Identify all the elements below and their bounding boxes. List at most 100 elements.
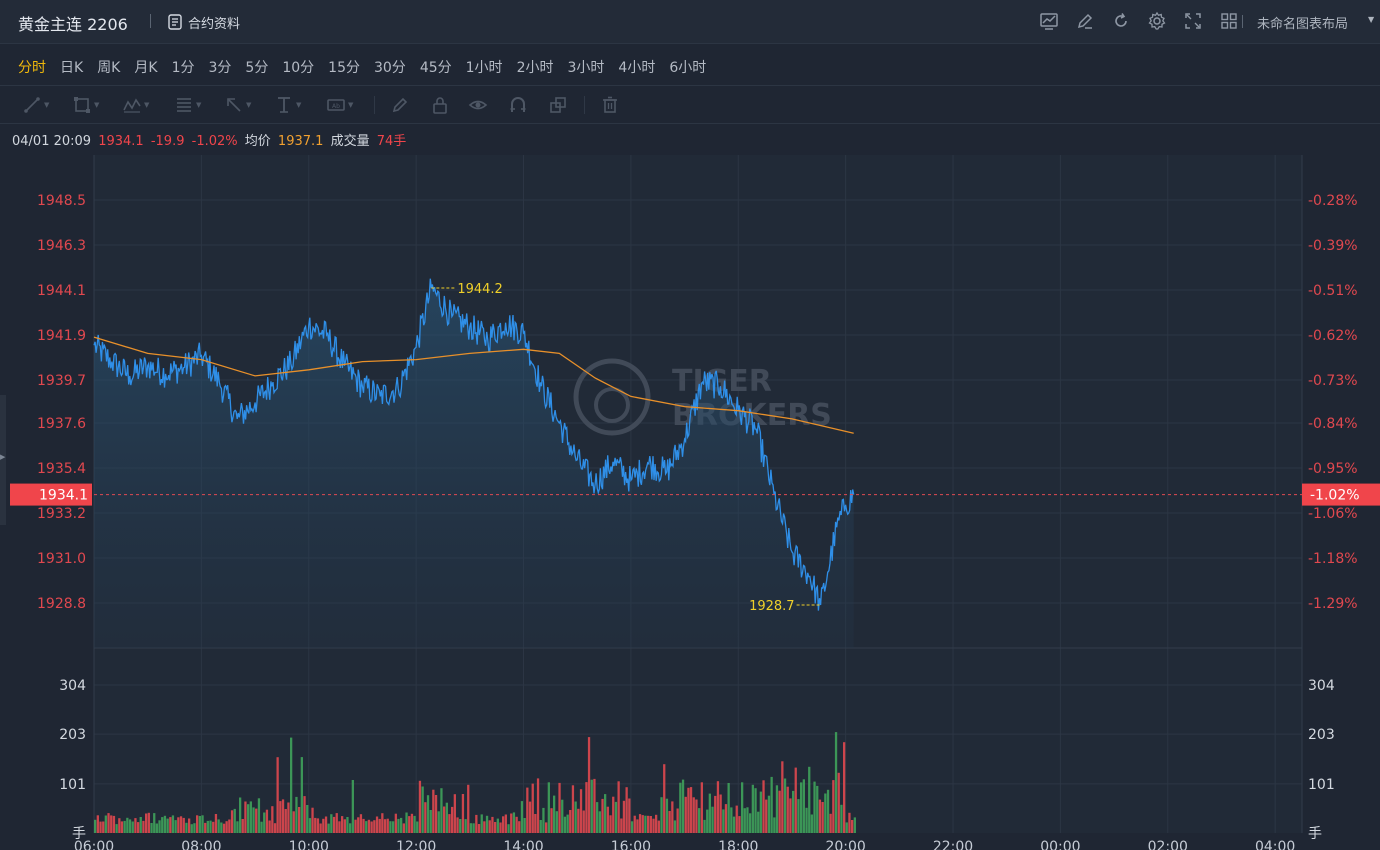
volume-bar: [94, 819, 97, 833]
volume-bar: [115, 824, 118, 833]
layout-grid-icon[interactable]: [1218, 10, 1240, 32]
volume-bar: [741, 782, 744, 833]
period-tab-2[interactable]: 周K: [97, 60, 121, 76]
side-panel-handle[interactable]: ▶: [0, 395, 6, 525]
period-tab-1[interactable]: 日K: [60, 60, 84, 76]
volume-value: 74手: [376, 134, 407, 149]
volume-bar: [281, 799, 285, 833]
pencil-icon[interactable]: [390, 94, 410, 116]
label-tool-icon[interactable]: Ab ▼: [326, 94, 353, 116]
volume-tick-label: 203: [1308, 727, 1335, 743]
period-tab-11[interactable]: 1小时: [465, 60, 503, 76]
lock-icon[interactable]: [430, 94, 450, 116]
chevron-down-icon[interactable]: ▼: [1368, 15, 1375, 24]
volume-bar: [405, 812, 408, 833]
fib-tool-icon[interactable]: ▼: [177, 98, 202, 112]
volume-bar: [636, 819, 639, 833]
time-tick-label: 06:00: [74, 839, 114, 850]
volume-bar: [375, 816, 379, 833]
volume-bar: [343, 819, 346, 833]
last-pct-badge-label: -1.02%: [1310, 488, 1360, 504]
period-tab-7[interactable]: 10分: [282, 60, 315, 76]
volume-bar: [655, 814, 658, 833]
pattern-tool-icon[interactable]: ▼: [122, 94, 149, 116]
arrow-tool-icon[interactable]: ▼: [224, 94, 251, 116]
period-tab-6[interactable]: 5分: [245, 60, 269, 76]
period-tab-0[interactable]: 分时: [18, 60, 46, 76]
volume-bar: [179, 816, 183, 833]
price-tick-label: 1935.4: [37, 461, 86, 477]
volume-bar: [271, 806, 274, 833]
volume-bar: [545, 822, 548, 833]
pct-tick-label: -0.62%: [1308, 328, 1358, 344]
volume-bar: [826, 789, 830, 833]
volume-bar: [324, 816, 328, 833]
fullscreen-icon[interactable]: [1182, 10, 1204, 32]
last-price-badge: [10, 483, 92, 506]
volume-bar: [510, 813, 513, 833]
volume-bar: [778, 790, 781, 833]
period-tab-13[interactable]: 3小时: [567, 60, 605, 76]
volume-bar: [504, 814, 507, 833]
volume-bar: [131, 821, 134, 833]
indicator-icon[interactable]: [1038, 10, 1060, 32]
period-tab-3[interactable]: 月K: [134, 60, 158, 76]
volume-bar: [679, 782, 682, 833]
rectangle-tool-icon[interactable]: ▼: [72, 94, 99, 116]
period-tab-5[interactable]: 3分: [208, 60, 232, 76]
period-tab-9[interactable]: 30分: [373, 60, 406, 76]
volume-bar: [134, 818, 137, 833]
volume-bar: [515, 816, 518, 833]
volume-bar: [834, 732, 838, 833]
volume-bar: [523, 818, 526, 833]
volume-bar: [528, 801, 532, 833]
volume-bar: [644, 815, 647, 833]
volume-bar: [456, 817, 459, 833]
clone-icon[interactable]: [548, 94, 568, 116]
contract-info-button[interactable]: 合约资料: [168, 12, 240, 32]
eye-icon[interactable]: [468, 94, 488, 116]
chevron-right-icon[interactable]: ▶: [0, 453, 6, 461]
volume-bar: [448, 814, 451, 833]
period-tab-8[interactable]: 15分: [328, 60, 360, 76]
text-tool-icon[interactable]: ▼: [278, 97, 302, 113]
volume-bar: [563, 816, 567, 833]
last-pct-badge: [1302, 483, 1380, 506]
volume-bar: [491, 816, 494, 833]
period-tab-10[interactable]: 45分: [419, 60, 452, 76]
volume-bar: [464, 819, 467, 833]
volume-bar: [327, 823, 330, 833]
pct-tick-label: -1.29%: [1308, 596, 1358, 612]
volume-bar: [813, 781, 816, 833]
volume-bar: [104, 815, 107, 833]
period-tab-14[interactable]: 4小时: [618, 60, 656, 76]
period-tab-15[interactable]: 6小时: [669, 60, 707, 76]
layout-name-dropdown[interactable]: 未命名图表布局: [1257, 17, 1349, 32]
volume-bar: [689, 787, 693, 833]
volume-bar: [649, 816, 652, 833]
volume-bar: [142, 820, 145, 833]
refresh-icon[interactable]: [1110, 10, 1132, 32]
period-tab-4[interactable]: 1分: [171, 60, 195, 76]
magnet-icon[interactable]: [508, 94, 528, 116]
volume-bar: [362, 818, 365, 833]
pct-tick-label: -1.06%: [1308, 506, 1358, 522]
volume-bar: [765, 799, 768, 833]
volume-bar: [845, 822, 848, 833]
period-tab-12[interactable]: 2小时: [516, 60, 554, 76]
draw-icon[interactable]: [1074, 10, 1096, 32]
volume-bar: [539, 820, 542, 833]
volume-bar: [472, 823, 475, 833]
line-tool-icon[interactable]: ▼: [22, 94, 49, 116]
volume-bar: [496, 818, 499, 833]
trash-icon[interactable]: [600, 94, 620, 116]
price-tick-label: 1944.1: [37, 283, 86, 299]
volume-bar: [349, 823, 352, 833]
volume-bar: [346, 817, 349, 833]
volume-bar: [684, 796, 687, 833]
settings-icon[interactable]: [1146, 10, 1168, 32]
volume-bar: [182, 817, 185, 833]
volume-bar: [469, 823, 473, 833]
volume-bar: [322, 818, 325, 833]
